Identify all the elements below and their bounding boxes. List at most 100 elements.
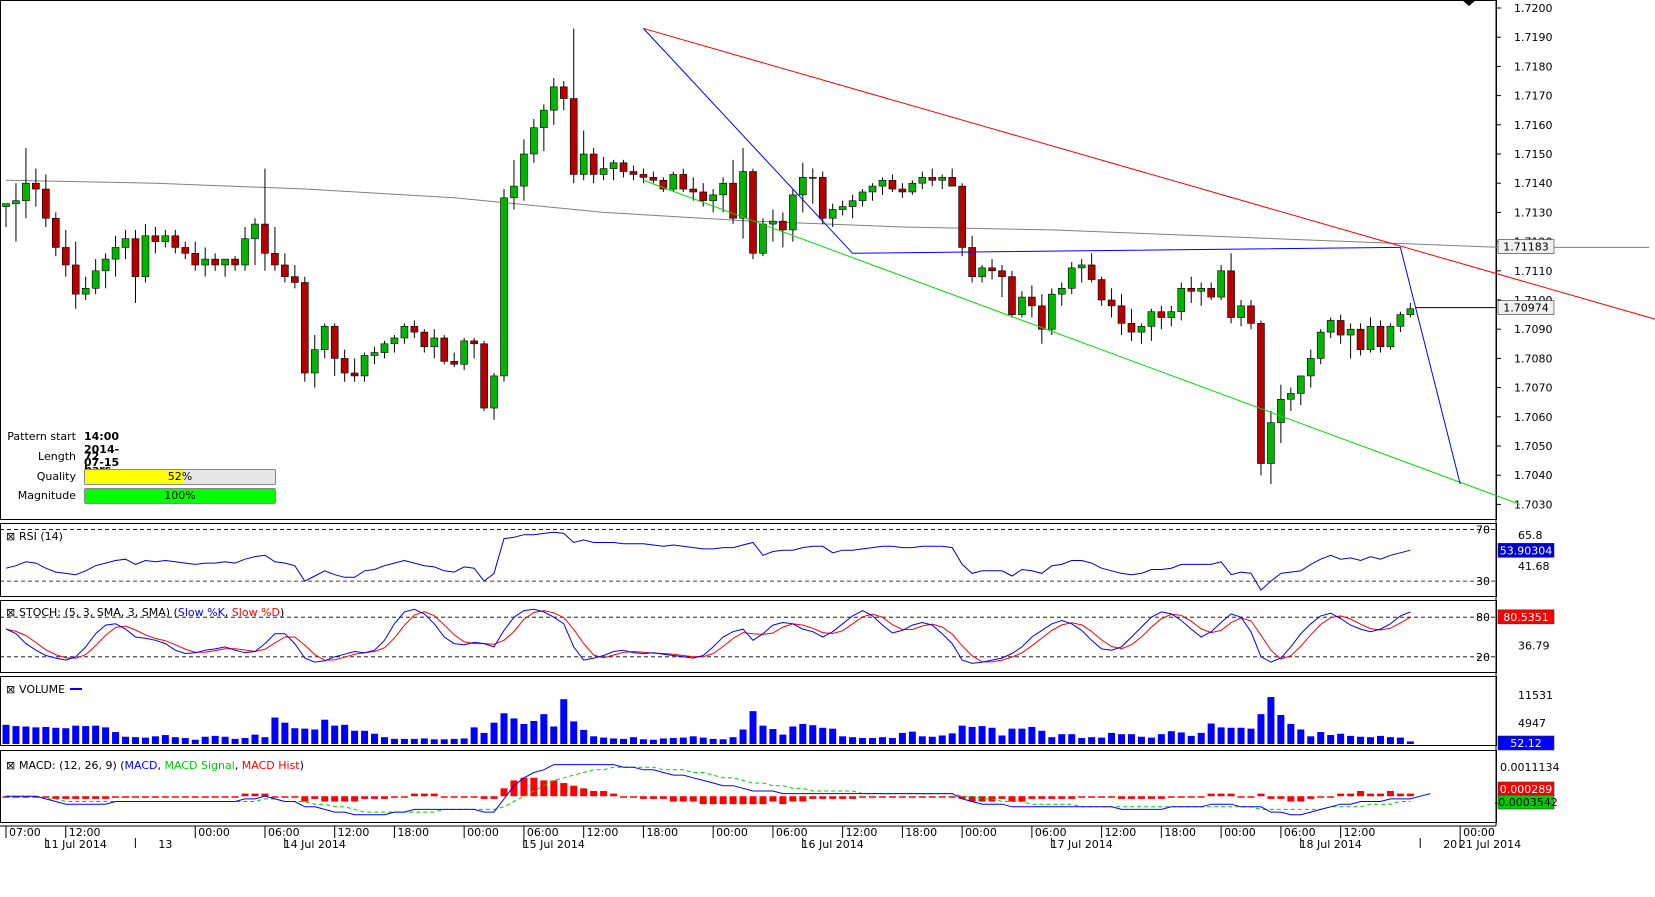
bullish-candle — [769, 209, 777, 242]
bullish-candle — [1137, 323, 1146, 344]
macd-hist-bar — [341, 796, 349, 802]
macd-hist-bar — [191, 796, 199, 798]
bullish-candle — [1306, 349, 1315, 388]
volume-bar — [1088, 737, 1096, 744]
bullish-candle — [908, 180, 917, 195]
volume-bar — [1267, 697, 1275, 744]
bullish-candle — [669, 171, 678, 192]
date-tick-label: 14 Jul 2014 — [284, 838, 346, 851]
candle-body — [231, 258, 239, 266]
candle-body — [1038, 305, 1046, 330]
candle-body — [291, 276, 299, 283]
macd-hist-bar — [82, 796, 90, 799]
macd-hist-bar — [1237, 796, 1245, 798]
macd-hist-bar — [689, 796, 697, 802]
bearish-candle — [191, 241, 200, 271]
macd-hist-bar — [978, 796, 986, 802]
quality-label: Quality — [36, 470, 76, 483]
stoch-current-value: 80.5351 — [1503, 611, 1549, 624]
date-tick-label: 21 Jul 2014 — [1459, 838, 1521, 851]
macd-hist-bar — [331, 796, 339, 802]
volume-bar — [2, 724, 10, 744]
bullish-candle — [1326, 317, 1335, 338]
candle-body — [251, 223, 259, 239]
pattern-start-value: 14:00 2014-07-15 — [84, 430, 120, 469]
candle-body — [888, 179, 897, 190]
volume-bar — [1287, 723, 1295, 744]
candle-body — [968, 247, 976, 277]
volume-bar — [948, 733, 956, 744]
macd-hist-bar — [550, 780, 558, 797]
macd-hist-bar — [1147, 796, 1155, 799]
macd-hist-bar — [1386, 790, 1394, 797]
candle-body — [789, 194, 797, 231]
bullish-candle — [1177, 282, 1186, 321]
volume-bar — [590, 736, 598, 744]
bearish-candle — [1247, 300, 1255, 330]
candle-body — [1346, 328, 1355, 336]
date-tick-label: 16 Jul 2014 — [802, 838, 864, 851]
volume-bar — [1317, 732, 1325, 744]
candle-body — [1316, 331, 1325, 359]
candle-body — [81, 288, 90, 295]
bearish-candle — [271, 227, 279, 271]
candle-body — [818, 177, 827, 219]
candle-body — [908, 182, 917, 193]
macd-hist-bar — [1108, 796, 1116, 798]
volume-bar — [1217, 727, 1225, 744]
volume-bar — [1396, 737, 1404, 744]
bullish-candle — [918, 171, 927, 190]
time-tick-label: 18:00 — [905, 826, 937, 839]
bullish-candle — [938, 174, 947, 190]
macd-hist-bar — [420, 793, 428, 797]
time-tick-label: 00:00 — [467, 826, 499, 839]
macd-hist-bar — [32, 796, 40, 798]
candle-body — [938, 177, 947, 181]
bullish-candle — [878, 177, 887, 195]
support-trendline — [643, 179, 1521, 505]
volume-bar — [1376, 735, 1384, 744]
volume-bar — [600, 737, 608, 744]
bullish-candle — [430, 329, 439, 359]
bearish-candle — [629, 165, 638, 181]
macd-hist-bar — [321, 796, 329, 802]
candle-body — [320, 325, 329, 350]
bearish-candle — [1028, 285, 1036, 318]
candle-body — [330, 325, 339, 359]
candle-body — [858, 191, 867, 202]
bearish-candle — [131, 229, 140, 303]
volume-bar — [1108, 732, 1116, 744]
macd-hist-bar — [948, 796, 956, 798]
candle-body — [1048, 293, 1056, 330]
volume-title: VOLUME — [19, 683, 65, 696]
volume-bar — [908, 731, 916, 744]
bearish-candle — [1207, 282, 1215, 300]
bearish-candle — [171, 229, 180, 254]
volume-bar — [371, 733, 379, 744]
macd-tick-label: 0.0011134 — [1500, 761, 1560, 774]
bearish-candle — [330, 323, 339, 376]
volume-bar — [1197, 732, 1205, 744]
candle-body — [589, 153, 598, 175]
macd-hist-bar — [1217, 793, 1225, 797]
macd-hist-bar — [1327, 796, 1335, 798]
volume-bar — [1078, 738, 1086, 744]
bullish-candle — [1237, 300, 1245, 327]
macd-hist-bar — [510, 780, 518, 797]
macd-hist-bar — [1267, 796, 1275, 799]
rsi-tick-label: 65.8 — [1518, 529, 1543, 542]
candle-body — [1097, 279, 1106, 301]
magnitude-bar: 100% — [84, 488, 276, 504]
rsi-tick-label: 30 — [1476, 575, 1490, 588]
bullish-candle — [1287, 387, 1295, 411]
stoch-tick-label: 80 — [1476, 611, 1490, 624]
bearish-candle — [450, 352, 459, 368]
macd-hist-bar — [241, 793, 249, 797]
bearish-candle — [659, 177, 668, 192]
bullish-candle — [1217, 264, 1225, 300]
volume-bar — [241, 738, 249, 744]
macd-hist-bar — [520, 777, 528, 797]
macd-hist-bar — [1137, 796, 1145, 799]
time-tick-label: 06:00 — [1035, 826, 1067, 839]
volume-bar — [311, 729, 319, 744]
